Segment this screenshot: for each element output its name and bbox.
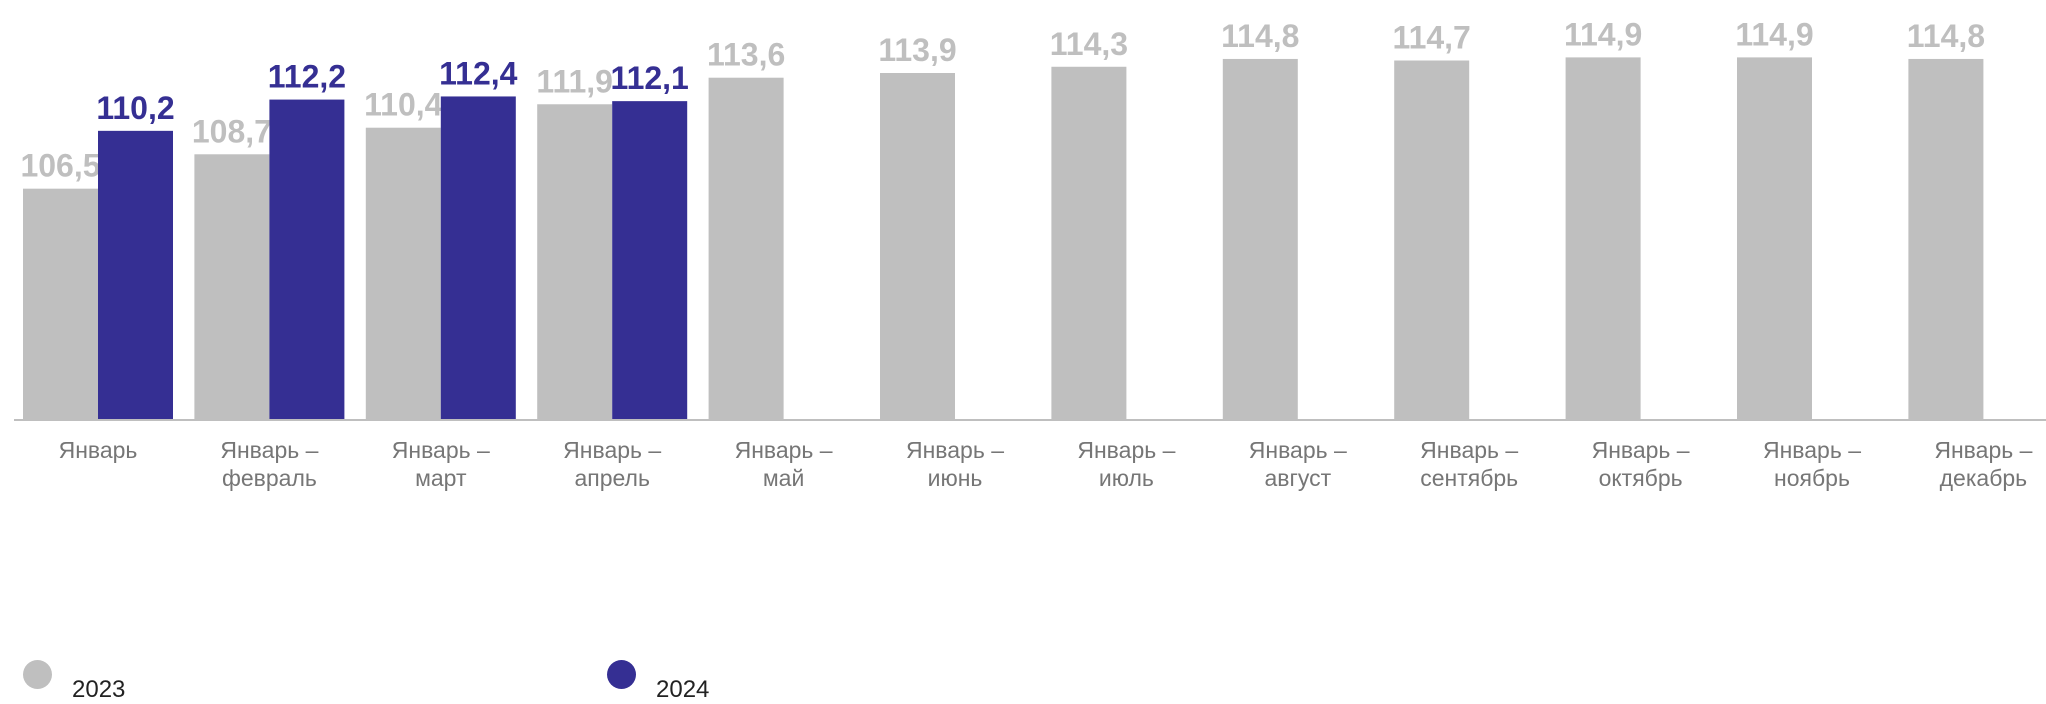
category-label-3: Январь – апрель [563,437,661,491]
bar-2024-3 [612,101,688,421]
data-label-2023-8: 114,7 [1393,20,1471,56]
category-label-8: Январь – сентябрь [1420,437,1518,491]
data-label-2023-1: 108,7 [192,113,272,149]
bar-2023-0 [23,188,98,420]
data-label-2024-3: 112,1 [611,60,689,96]
category-label-9: Январь – октябрь [1592,437,1690,491]
legend-2024: 2024 [607,660,709,703]
data-label-2023-3: 111,9 [536,63,613,99]
bar-2023-1 [194,154,270,421]
category-label-11: Январь – декабрь [1934,437,2032,491]
bar-2024-1 [269,99,345,420]
bar-2023-10 [1737,57,1812,421]
category-label-4: Январь – май [735,437,833,491]
legend-swatch-2023 [23,660,52,689]
bar-2023-7 [1222,58,1298,421]
data-label-2023-10: 114,9 [1735,16,1813,52]
legend-label-2023: 2023 [72,675,126,703]
legend-swatch-2024 [607,660,636,689]
bar-2023-9 [1565,57,1641,421]
legend-2023: 2023 [23,660,125,703]
category-label-6: Январь – июль [1077,437,1175,491]
bar-2023-8 [1394,60,1470,420]
data-label-2023-6: 114,3 [1050,26,1128,62]
bar-2024-0 [98,130,173,420]
data-label-2024-2: 112,4 [439,55,518,91]
data-label-2023-4: 113,6 [707,37,785,73]
category-label-7: Январь – август [1249,437,1347,491]
category-label-2: Январь – март [392,437,490,491]
bar-2023-2 [365,127,441,420]
category-label-5: Январь – июнь [906,437,1004,491]
bar-2023-5 [880,73,955,421]
bar-2023-11 [1908,58,1984,421]
data-label-2023-7: 114,8 [1221,18,1299,54]
category-label-1: Январь – февраль [220,437,318,491]
data-label-2023-2: 110,4 [364,87,443,123]
data-label-2023-11: 114,8 [1907,18,1985,54]
bar-2024-2 [440,96,516,420]
bar-2023-6 [1051,66,1127,421]
data-label-2023-0: 106,5 [20,148,100,184]
data-label-2023-5: 113,9 [878,32,956,68]
legend-label-2024: 2024 [656,675,710,703]
bar-2023-4 [708,77,784,420]
category-label-10: Январь – ноябрь [1763,437,1861,491]
bar-2023-3 [537,104,613,420]
data-label-2024-1: 112,2 [268,59,346,95]
category-label-0: Январь [59,437,138,463]
data-label-2023-9: 114,9 [1564,16,1642,52]
data-label-2024-0: 110,2 [96,90,174,126]
